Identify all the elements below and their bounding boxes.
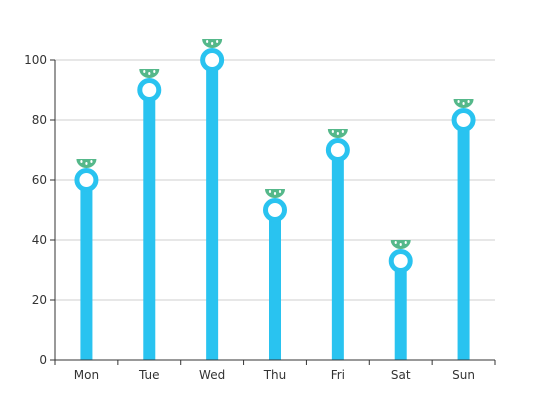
- bar-wed: [200, 39, 225, 360]
- watermelon-seed: [404, 241, 407, 244]
- y-tick-label: 40: [32, 233, 47, 247]
- x-tick-label-wed: Wed: [199, 368, 225, 382]
- watermelon-seed: [278, 190, 282, 193]
- watermelon-seed: [341, 130, 344, 133]
- x-axis-tick-labels: Mon Tue Wed Thu Fri Sat Sun: [74, 368, 475, 382]
- y-axis-tick-labels: 0 20 40 60 80 100: [24, 53, 47, 367]
- bar-fri: [325, 129, 350, 360]
- bar: [80, 180, 93, 360]
- watermelon-slice-icon: [327, 129, 348, 138]
- bar-end-marker: [200, 48, 225, 72]
- watermelon-seed: [394, 241, 397, 244]
- bar: [143, 90, 156, 360]
- watermelon-seed: [143, 70, 146, 73]
- watermelon-slice-icon: [390, 240, 411, 249]
- watermelon-seed: [153, 70, 156, 73]
- y-tick-label: 80: [32, 113, 47, 127]
- x-tick-label-tue: Tue: [138, 368, 160, 382]
- watermelon-slice-icon: [76, 159, 97, 168]
- watermelon-seed: [211, 42, 214, 45]
- watermelon-seed: [268, 190, 272, 193]
- y-tick-label: 60: [32, 173, 47, 187]
- watermelon-slice-icon: [453, 99, 474, 108]
- grid-lines: [55, 59, 495, 301]
- axes: [50, 59, 496, 365]
- bar-end-marker: [388, 249, 413, 273]
- bar-end-marker: [263, 198, 287, 222]
- y-tick-label: 100: [24, 53, 47, 67]
- watermelon-seed: [336, 132, 339, 135]
- watermelon-seed: [80, 160, 83, 163]
- watermelon-seed: [399, 243, 402, 246]
- bar-sun: [451, 99, 476, 360]
- watermelon-slice-icon: [202, 39, 223, 48]
- bar-tue: [137, 69, 162, 360]
- x-tick-label-mon: Mon: [74, 368, 99, 382]
- bar-sat: [388, 240, 413, 360]
- x-tick-label-sun: Sun: [452, 368, 475, 382]
- bar: [206, 60, 219, 360]
- watermelon-seed: [462, 102, 465, 105]
- bar: [394, 261, 407, 360]
- watermelon-seed: [148, 72, 151, 75]
- watermelon-seed: [206, 40, 209, 43]
- bar-end-marker: [451, 108, 476, 132]
- watermelon-seed: [457, 100, 460, 103]
- y-tick-label: 0: [39, 353, 47, 367]
- watermelon-seed: [331, 130, 334, 133]
- bar-thu: [263, 189, 287, 360]
- y-tick-label: 20: [32, 293, 47, 307]
- bars: [74, 39, 476, 360]
- watermelon-seed: [216, 40, 219, 43]
- bar: [457, 120, 470, 360]
- watermelon-seed: [273, 192, 277, 195]
- x-tick-label-sat: Sat: [391, 368, 411, 382]
- watermelon-slice-icon: [139, 69, 160, 78]
- x-tick-label-fri: Fri: [331, 368, 345, 382]
- bar: [331, 150, 344, 360]
- watermelon-seed: [467, 100, 470, 103]
- bar: [269, 210, 281, 360]
- watermelon-slice-icon: [265, 189, 285, 198]
- watermelon-seed: [85, 162, 88, 165]
- bar-mon: [74, 159, 99, 360]
- x-tick-label-thu: Thu: [263, 368, 287, 382]
- bar-end-marker: [325, 138, 350, 162]
- watermelon-seed: [90, 160, 93, 163]
- bar-end-marker: [74, 168, 99, 192]
- bar-end-marker: [137, 78, 162, 102]
